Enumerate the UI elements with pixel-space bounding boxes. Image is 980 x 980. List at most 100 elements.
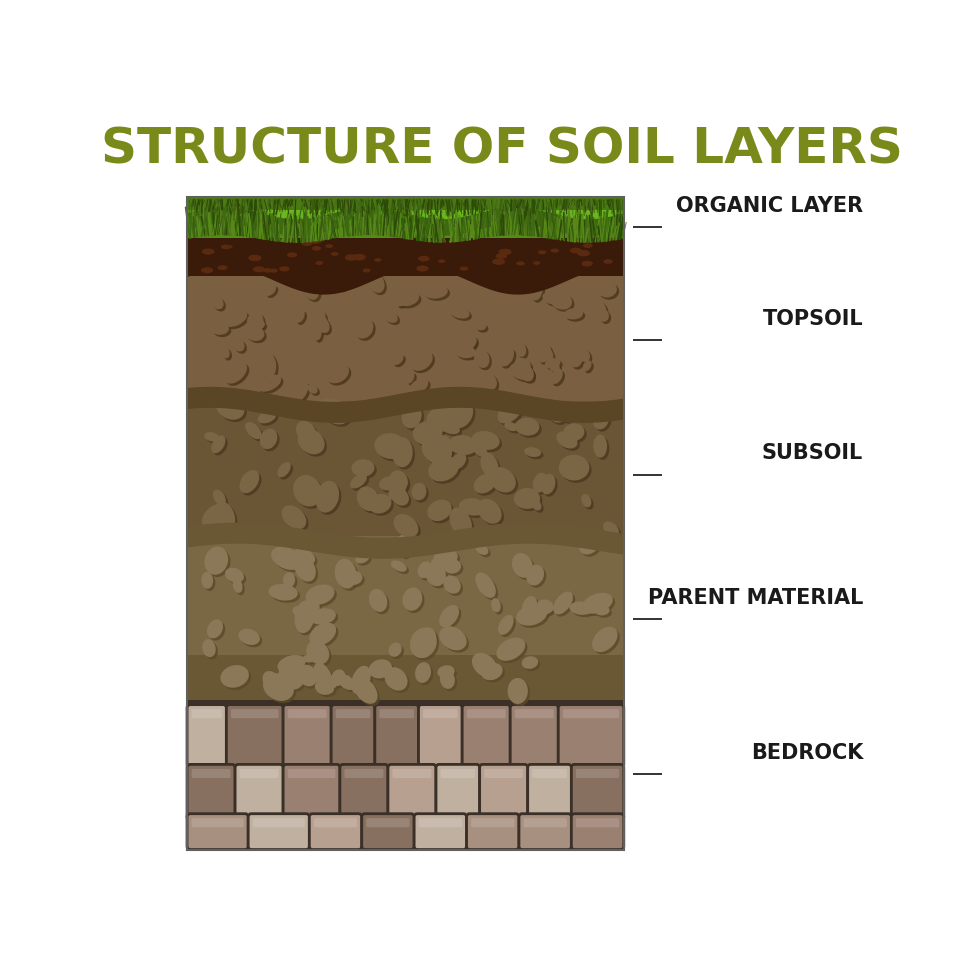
Ellipse shape [370,496,394,515]
Ellipse shape [541,473,556,494]
Ellipse shape [457,348,478,361]
Ellipse shape [577,349,592,365]
Ellipse shape [583,243,593,248]
Ellipse shape [339,569,354,584]
FancyBboxPatch shape [479,764,527,819]
Ellipse shape [295,601,315,633]
Bar [187,237,624,276]
Ellipse shape [394,356,406,368]
Ellipse shape [233,578,242,593]
Ellipse shape [308,587,337,607]
Ellipse shape [312,611,338,627]
Ellipse shape [604,259,612,264]
Ellipse shape [475,322,486,330]
Ellipse shape [569,352,582,368]
Ellipse shape [547,361,563,370]
Ellipse shape [438,260,445,263]
Ellipse shape [333,671,348,688]
Ellipse shape [526,564,544,585]
FancyBboxPatch shape [187,813,248,850]
Ellipse shape [368,660,392,678]
Ellipse shape [248,424,264,441]
FancyBboxPatch shape [379,710,414,718]
Ellipse shape [430,459,462,484]
Ellipse shape [564,423,584,441]
Ellipse shape [396,516,420,540]
FancyBboxPatch shape [576,769,619,778]
Ellipse shape [258,411,276,423]
Ellipse shape [472,653,498,678]
FancyBboxPatch shape [519,813,571,850]
Ellipse shape [539,346,554,365]
Ellipse shape [427,564,448,588]
Ellipse shape [413,630,439,661]
Ellipse shape [424,438,455,466]
Ellipse shape [599,282,619,300]
Ellipse shape [585,363,594,373]
FancyBboxPatch shape [393,769,431,778]
Ellipse shape [202,249,215,255]
Ellipse shape [383,311,398,322]
Ellipse shape [281,506,307,529]
Ellipse shape [245,422,262,439]
Ellipse shape [514,488,540,509]
Bar [187,655,624,700]
Ellipse shape [357,319,375,341]
Ellipse shape [572,354,585,369]
Ellipse shape [297,664,318,686]
Ellipse shape [414,485,429,503]
FancyBboxPatch shape [192,818,244,827]
Text: BEDROCK: BEDROCK [751,743,863,762]
Ellipse shape [310,622,336,646]
Ellipse shape [425,562,446,586]
Ellipse shape [545,358,561,368]
Ellipse shape [235,580,245,595]
Ellipse shape [389,436,407,451]
Text: PARENT MATERIAL: PARENT MATERIAL [648,588,863,608]
Ellipse shape [313,492,330,506]
Ellipse shape [217,504,237,532]
Ellipse shape [265,284,276,296]
Ellipse shape [303,597,319,619]
Ellipse shape [579,534,600,555]
Ellipse shape [245,325,265,341]
Ellipse shape [314,662,332,691]
Ellipse shape [510,680,530,707]
Ellipse shape [446,399,473,428]
Ellipse shape [581,494,591,508]
Ellipse shape [473,473,496,494]
FancyBboxPatch shape [367,818,410,827]
Ellipse shape [571,604,596,617]
Ellipse shape [491,598,501,612]
Text: STRUCTURE OF SOIL LAYERS: STRUCTURE OF SOIL LAYERS [101,125,904,173]
Ellipse shape [553,592,573,614]
Ellipse shape [394,439,415,469]
Ellipse shape [532,500,544,513]
Ellipse shape [442,672,457,691]
Ellipse shape [350,473,367,488]
Bar [187,685,624,850]
FancyBboxPatch shape [571,813,624,850]
Ellipse shape [391,481,409,503]
Bar [187,401,624,536]
Ellipse shape [205,547,228,575]
Ellipse shape [388,479,407,500]
Ellipse shape [248,255,262,262]
Ellipse shape [524,598,540,623]
Ellipse shape [471,431,500,450]
Ellipse shape [450,508,472,537]
Ellipse shape [317,401,342,422]
Ellipse shape [477,499,502,523]
Ellipse shape [202,504,225,528]
Ellipse shape [439,626,466,651]
Ellipse shape [339,278,350,292]
Ellipse shape [460,267,468,270]
Ellipse shape [248,321,268,333]
Ellipse shape [440,667,457,680]
Ellipse shape [412,483,426,501]
Ellipse shape [217,396,244,419]
Ellipse shape [394,514,418,537]
FancyBboxPatch shape [187,764,235,819]
Ellipse shape [345,572,365,587]
Ellipse shape [421,436,452,465]
